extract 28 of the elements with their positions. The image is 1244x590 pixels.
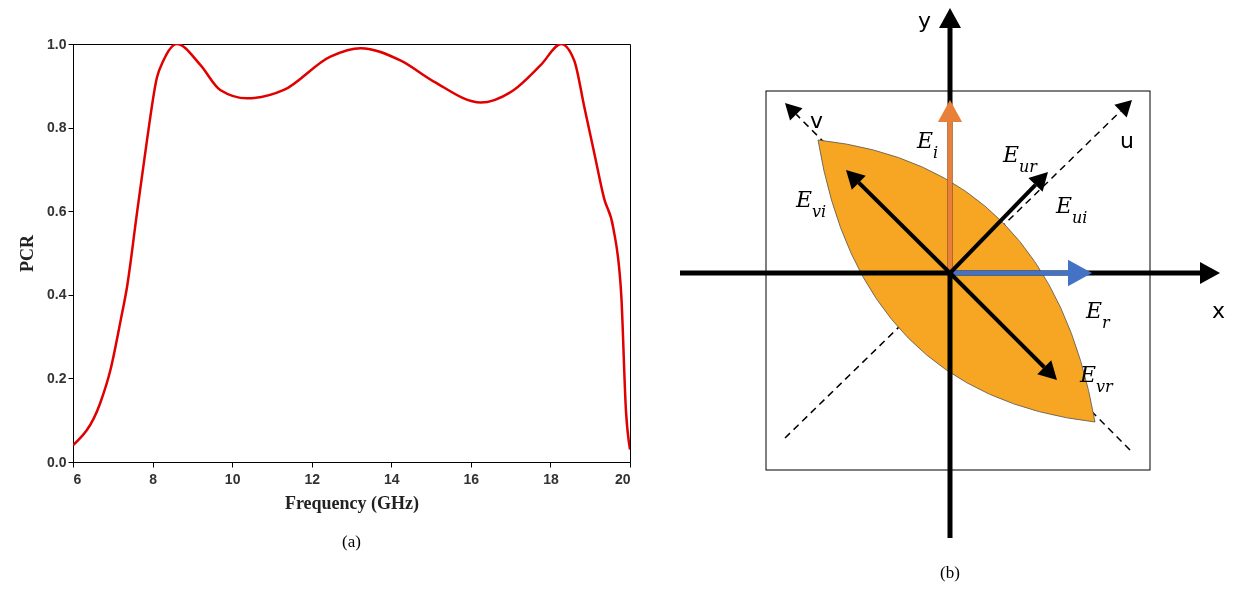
text: u [1120, 128, 1134, 153]
text: v [810, 108, 824, 133]
x-tick-label: 10 [224, 470, 241, 487]
text: x [1212, 298, 1226, 323]
y-tick-label: 0.4 [47, 286, 67, 303]
text: E$_{vi}$ [795, 187, 827, 221]
y-tick-label: 0.6 [47, 202, 67, 219]
text: E$_{r}$ [1085, 298, 1112, 332]
y-tick-label: 0.0 [47, 453, 67, 470]
x-axis-title: Frequency (GHz) [284, 492, 420, 514]
line-series [73, 44, 630, 451]
text: E$_{ui}$ [1055, 193, 1088, 227]
x-tick-label: 8 [149, 470, 158, 487]
x-tick-label: 20 [614, 470, 631, 487]
x-tick-label: 12 [304, 470, 321, 487]
y-tick-label: 1.0 [47, 35, 67, 52]
y-tick-label: 0.8 [47, 119, 67, 136]
y-axis-title: PCR [17, 234, 38, 272]
x-tick-label: 6 [73, 470, 82, 487]
x-tick-label: 18 [543, 470, 559, 487]
x-tick-label: 16 [463, 470, 480, 487]
text: (a) [342, 532, 361, 551]
text: (b) [940, 563, 960, 582]
text: E$_{ur}$ [1002, 142, 1039, 176]
x-tick-label: 14 [384, 470, 400, 487]
y-tick-label: 0.2 [47, 369, 67, 386]
text: E$_{i}$ [916, 128, 939, 162]
text: y [918, 8, 932, 33]
